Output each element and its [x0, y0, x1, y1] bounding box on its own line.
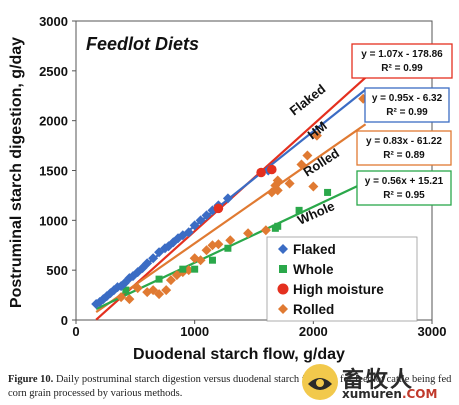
point-high-moisture — [213, 203, 224, 214]
equation-box-hm — [364, 87, 450, 123]
point-rolled — [213, 239, 224, 250]
legend-marker — [278, 244, 288, 254]
legend-marker — [279, 265, 287, 273]
point-rolled — [154, 289, 165, 300]
point-high-moisture — [256, 167, 266, 178]
caption-text: Daily postruminal starch digestion versu… — [8, 374, 452, 399]
feedlot-chart: 0 1000 2000 3000 0 500 1000 1500 2000 2500 3000 Duo… — [8, 14, 453, 363]
point-rolled — [243, 228, 254, 239]
y-tick-label: 500 — [46, 263, 68, 278]
legend-marker — [277, 283, 289, 295]
x-tick-label: 1000 — [180, 324, 209, 339]
point-rolled — [124, 294, 135, 305]
trendline-label-whole: Whole — [295, 198, 337, 228]
equation-text: y = 0.95x - 6.32 — [372, 93, 443, 104]
y-tick-label: 2500 — [39, 64, 68, 79]
y-tick-label: 0 — [61, 313, 68, 328]
r-squared-text: R² = 0.89 — [383, 150, 425, 161]
point-rolled — [272, 175, 283, 186]
point-rolled — [272, 185, 283, 196]
chart-title: Feedlot Diets — [86, 34, 199, 54]
point-whole — [295, 206, 303, 214]
watermark-com: .COM — [401, 387, 438, 401]
watermark-en-name: xumuren — [342, 387, 402, 401]
point-rolled — [116, 292, 127, 303]
legend-label: Whole — [293, 262, 334, 277]
point-whole — [274, 222, 282, 230]
point-rolled — [284, 178, 295, 189]
x-tick-label: 2000 — [299, 324, 328, 339]
point-rolled — [201, 245, 212, 256]
point-rolled — [225, 235, 236, 246]
point-rolled — [161, 285, 172, 296]
equation-box-rolled — [356, 130, 452, 166]
point-rolled — [195, 255, 206, 266]
legend-box — [266, 236, 418, 322]
trendline-rolled — [95, 123, 367, 313]
r-squared-text: R² = 0.95 — [383, 190, 425, 201]
point-rolled — [260, 225, 271, 236]
watermark-logo-icon — [302, 364, 338, 400]
point-rolled — [302, 150, 313, 161]
legend-marker — [278, 304, 288, 314]
point-flaked — [148, 253, 159, 264]
equation-text: y = 0.83x - 61.22 — [366, 136, 442, 147]
point-whole — [324, 188, 332, 196]
legend-label: Flaked — [293, 242, 336, 257]
y-tick-label: 1500 — [39, 164, 68, 179]
point-rolled — [165, 275, 176, 286]
legend: Flaked Whole High moisture Rolled — [266, 236, 418, 322]
point-rolled — [311, 130, 322, 141]
data-points — [91, 93, 369, 310]
point-whole — [224, 244, 232, 252]
x-tick-label: 0 — [72, 324, 79, 339]
x-axis-title: Duodenal starch flow, g/day — [133, 346, 345, 363]
legend-label: Rolled — [293, 302, 334, 317]
watermark-en: xumuren.COM — [342, 387, 437, 401]
point-whole — [191, 265, 199, 273]
y-tick-label: 2000 — [39, 114, 68, 129]
r-squared-text: R² = 0.99 — [381, 63, 423, 74]
point-rolled — [132, 283, 143, 294]
trendline-label-rolled: Rolled — [300, 145, 342, 179]
watermark: 畜牧人 xumuren.COM — [300, 360, 458, 404]
point-flaked — [195, 215, 206, 226]
equation-box-whole — [356, 170, 452, 206]
point-whole — [208, 256, 216, 264]
legend-label: High moisture — [293, 282, 384, 297]
point-rolled — [296, 159, 307, 170]
point-flaked — [201, 210, 212, 221]
equation-box-flaked — [351, 43, 453, 79]
point-whole — [179, 265, 187, 273]
axes: 0 1000 2000 3000 0 500 1000 1500 2000 2500 3000 Duo… — [8, 14, 446, 363]
r-squared-text: R² = 0.99 — [386, 107, 428, 118]
y-tick-label: 1000 — [39, 213, 68, 228]
point-flaked — [142, 258, 153, 269]
equation-text: y = 1.07x - 178.86 — [361, 49, 443, 60]
trendline-label-flaked: Flaked — [287, 81, 329, 118]
equation-text: y = 0.56x + 15.21 — [365, 176, 444, 187]
point-flaked — [222, 193, 233, 204]
point-flaked — [183, 227, 194, 238]
caption-lead: Figure 10. — [8, 374, 54, 385]
x-tick-label: 3000 — [418, 324, 447, 339]
point-high-moisture — [267, 164, 277, 175]
figure-caption: Figure 10. Daily postruminal starch dige… — [8, 373, 453, 401]
watermark-cn: 畜牧人 — [342, 368, 415, 393]
y-axis-title: Postruminal starch digestion, g/day — [8, 37, 25, 308]
point-rolled — [308, 181, 319, 192]
point-whole — [122, 286, 130, 294]
point-flaked — [189, 220, 200, 231]
y-tick-label: 3000 — [39, 14, 68, 29]
point-whole — [155, 275, 163, 283]
